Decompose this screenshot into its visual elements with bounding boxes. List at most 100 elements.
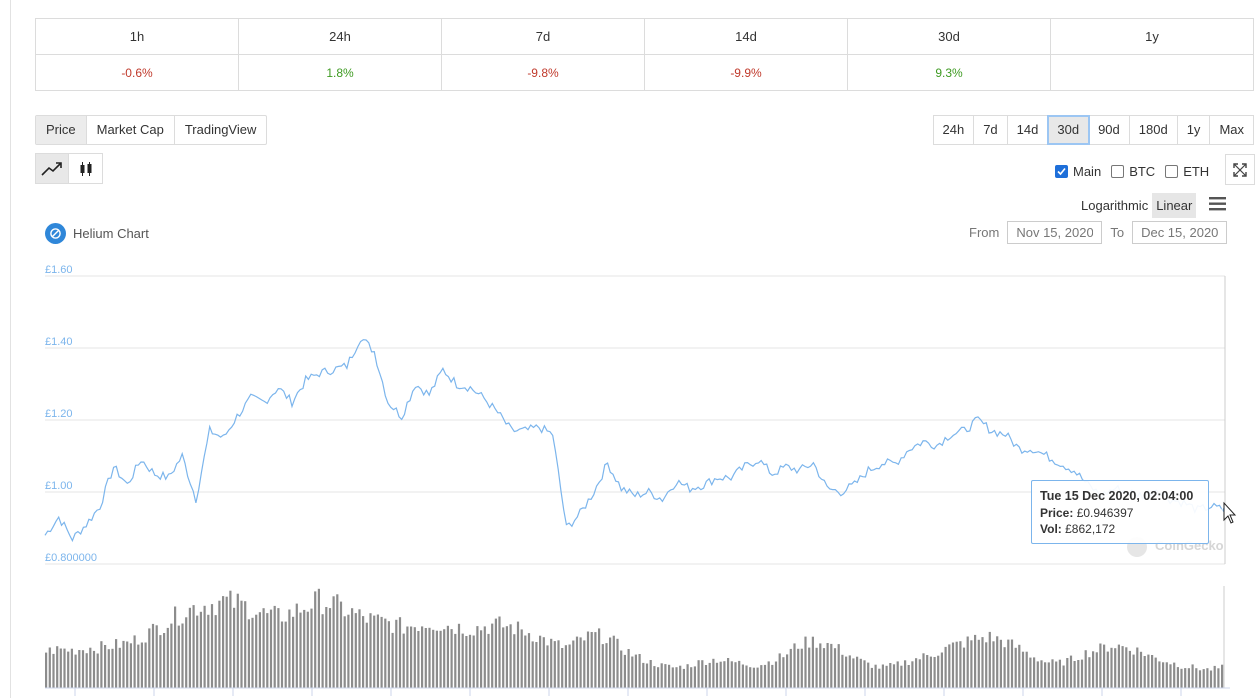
volume-bar <box>277 608 280 688</box>
checkbox-icon[interactable] <box>1111 165 1125 178</box>
volume-bar <box>786 654 789 688</box>
range-max[interactable]: Max <box>1219 122 1244 137</box>
compare-toggles: Main BTC ETH <box>1055 164 1209 179</box>
volume-bar <box>170 623 173 688</box>
checkbox-checked-icon[interactable] <box>1055 165 1068 178</box>
tab-price[interactable]: Price <box>36 116 87 144</box>
volume-bar <box>734 662 737 688</box>
y-tick-label: £0.800000 <box>45 552 97 564</box>
volume-bar <box>365 622 368 688</box>
to-label: To <box>1110 225 1125 240</box>
range-24h[interactable]: 24h <box>934 116 975 144</box>
volume-bar <box>951 642 955 688</box>
volume-bar <box>937 655 940 688</box>
volume-bar <box>269 609 273 688</box>
compare-main[interactable]: Main <box>1055 164 1101 179</box>
tab-tradingview[interactable]: TradingView <box>184 122 257 137</box>
expand-icon <box>1233 162 1247 177</box>
volume-bar <box>314 591 317 688</box>
volume-bar <box>1173 662 1176 688</box>
volume-bar <box>948 644 951 688</box>
volume-bar <box>679 665 682 688</box>
date-range: From To <box>969 221 1228 244</box>
fullscreen-button[interactable] <box>1225 154 1255 185</box>
volume-bar <box>752 667 755 688</box>
price-series-line <box>44 339 1226 543</box>
volume-bar <box>609 637 612 688</box>
cursor-icon <box>1223 501 1237 524</box>
volume-bar <box>841 654 844 688</box>
hamburger-menu-icon[interactable] <box>1208 195 1228 213</box>
price-change-table: 1h 24h 7d 14d 30d 1y -0.6% 1.8% -9.8% -9… <box>35 18 1254 91</box>
volume-bar <box>546 645 549 688</box>
tab-market-cap[interactable]: Market Cap <box>87 116 175 144</box>
volume-bar <box>384 618 387 688</box>
range-90d[interactable]: 90d <box>1089 116 1130 144</box>
volume-bar <box>509 624 512 688</box>
volume-bar <box>417 631 420 688</box>
volume-bar <box>1047 662 1050 688</box>
volume-bar <box>745 665 748 688</box>
compare-eth[interactable]: ETH <box>1165 164 1209 179</box>
volume-bar <box>634 654 637 688</box>
checkbox-icon[interactable] <box>1165 165 1179 178</box>
volume-bar <box>638 654 641 688</box>
volume-bar <box>723 661 726 688</box>
volume-bar <box>1018 644 1021 688</box>
volume-bar <box>1014 647 1017 688</box>
volume-bar <box>1209 670 1213 688</box>
volume-bar <box>822 648 826 688</box>
volume-bar <box>553 641 556 688</box>
volume-bar <box>432 629 435 688</box>
volume-bar <box>288 609 291 688</box>
volume-bar <box>1029 657 1032 688</box>
from-date-input[interactable] <box>1007 221 1103 244</box>
volume-bar <box>210 604 214 688</box>
candlestick-button[interactable] <box>69 154 102 183</box>
tooltip-volume: Vol: £862,172 <box>1040 521 1200 537</box>
volume-bar <box>457 623 461 688</box>
volume-bar <box>166 627 169 688</box>
volume-bar <box>428 627 431 688</box>
line-chart-button[interactable] <box>36 154 69 183</box>
compare-btc-label: BTC <box>1129 164 1156 179</box>
volume-bar <box>627 649 630 688</box>
volume-bar <box>325 607 328 688</box>
volume-bar <box>85 653 88 688</box>
volume-bar <box>826 643 829 688</box>
scale-linear[interactable]: Linear <box>1152 193 1197 218</box>
volume-bar <box>561 648 564 688</box>
range-14d[interactable]: 14d <box>1008 116 1049 144</box>
compare-btc[interactable]: BTC <box>1111 164 1155 179</box>
volume-bar <box>572 640 575 688</box>
volume-bar <box>251 617 254 688</box>
volume-bar <box>620 650 623 688</box>
volume-bar <box>929 656 932 688</box>
compare-main-label: Main <box>1073 164 1102 179</box>
volume-bar <box>1191 664 1194 688</box>
volume-bar <box>1010 639 1014 688</box>
range-7d[interactable]: 7d <box>974 116 1008 144</box>
volume-bar <box>907 665 910 688</box>
volume-bar <box>505 626 508 688</box>
volume-bar <box>266 613 269 688</box>
volume-bar <box>763 664 767 688</box>
volume-bar <box>697 660 700 688</box>
volume-bar <box>144 642 147 688</box>
volume-bar <box>797 648 800 688</box>
scale-logarithmic[interactable]: Logarithmic <box>1081 198 1149 213</box>
to-date-input[interactable] <box>1132 221 1228 244</box>
volume-bar <box>402 633 405 688</box>
volume-bar <box>137 644 140 688</box>
volume-bar <box>671 667 674 688</box>
compare-eth-label: ETH <box>1183 164 1210 179</box>
volume-bar <box>1147 654 1150 688</box>
volume-bar <box>255 614 258 688</box>
range-1y[interactable]: 1y <box>1178 116 1211 144</box>
scale-toggle: Logarithmic Linear <box>1077 193 1197 218</box>
volume-bar <box>174 606 177 688</box>
range-180d[interactable]: 180d <box>1130 116 1178 144</box>
range-30d[interactable]: 30d <box>1047 115 1091 145</box>
volume-bar <box>196 615 199 688</box>
